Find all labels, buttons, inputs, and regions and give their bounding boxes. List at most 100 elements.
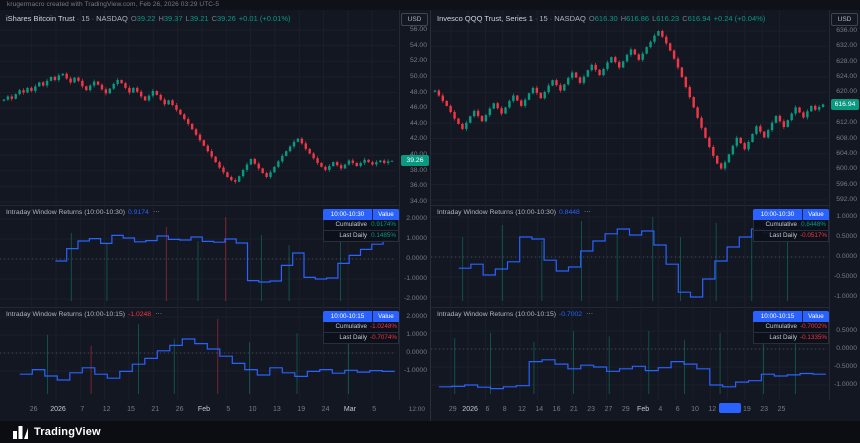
legend-separator: ·	[76, 14, 80, 23]
more-menu-icon[interactable]: ⋯	[152, 209, 160, 216]
axis-tick-label: 1.0000	[836, 213, 857, 220]
time-axis-label: 14	[535, 406, 544, 413]
time-axis-label: Feb	[197, 406, 210, 413]
symbol-title[interactable]: Invesco QQQ Trust, Series 1	[437, 14, 533, 23]
value-header: Value	[803, 209, 829, 220]
time-axis-label: Mar	[343, 406, 356, 413]
indicator-title[interactable]: Intraday Window Returns (10:00-10:30)	[437, 209, 557, 216]
currency-button[interactable]: USD	[401, 13, 428, 26]
axis-tick-label: 604.00	[836, 149, 857, 157]
symbol-legend-left[interactable]: iShares Bitcoin Trust · 15 · NASDAQ O39.22 H39…	[6, 14, 291, 23]
axis-tick-label: 592.00	[836, 196, 857, 203]
axis-tick-label: 0.0000	[406, 349, 427, 356]
indicator-pane-right-top[interactable]: Intraday Window Returns (10:00-10:30) 0.8…	[431, 205, 860, 308]
interval-label[interactable]: 15	[539, 14, 548, 23]
axis-tick-label: 54.00	[409, 41, 427, 49]
indicator-pane-right-bottom[interactable]: Intraday Window Returns (10:00-10:15) -0.…	[431, 307, 860, 401]
axis-tick-label: 636.00	[836, 27, 857, 34]
window-header: 10:00-10:15	[753, 311, 803, 322]
time-axis-label: 7	[80, 406, 85, 413]
interval-label[interactable]: 15	[81, 14, 90, 23]
axis-tick-label: 608.00	[836, 134, 857, 142]
last-price-badge: 616.94	[831, 98, 859, 110]
change-value: +0.01 (+0.01%)	[238, 14, 291, 23]
price-axis-right[interactable]: USD 636.00 632.00 628.00 624.00 620.00 612.00…	[829, 10, 860, 205]
indicator-value: -0.7002	[559, 311, 583, 318]
legend-separator: ·	[91, 14, 95, 23]
axis-tick-label: 48.00	[409, 88, 427, 96]
axis-tick-label: 56.00	[409, 26, 427, 33]
time-axis-label: 15	[127, 406, 135, 413]
table-row: Cumulative 0.8448%	[753, 220, 829, 231]
time-axis-label: 23	[587, 406, 596, 413]
time-corner-label: 12:00	[408, 406, 425, 413]
axis-tick-label: 0.0000	[836, 253, 857, 260]
legend-separator: ·	[549, 14, 553, 23]
data-window-left-bottom: 10:00-10:15 Value Cumulative -1.0248% Last…	[323, 311, 399, 344]
time-axis-label: 2026	[50, 406, 66, 413]
time-axis-label: 5	[226, 406, 231, 413]
ohlc-values: O39.22 H39.37 L39.21 C39.26	[130, 14, 236, 23]
currency-button[interactable]: USD	[831, 13, 858, 26]
axis-tick-label: 1.0000	[406, 235, 427, 242]
time-axis-left[interactable]: 26 2026 7 12 15 21 26 Feb 5 10 13 19 24 Mar 5 12:00	[0, 400, 430, 421]
data-window-right-bottom: 10:00-10:15 Value Cumulative -0.7002% Last…	[753, 311, 829, 344]
candlestick-chart-left[interactable]	[0, 10, 400, 205]
time-axis-label: 29	[621, 406, 630, 413]
more-menu-icon[interactable]: ⋯	[583, 209, 591, 216]
change-value: +0.24 (+0.04%)	[713, 14, 766, 23]
more-menu-icon[interactable]: ⋯	[586, 311, 593, 318]
axis-tick-label: 38.00	[409, 166, 427, 174]
time-axis-label: 16	[552, 406, 561, 413]
indicator-value: 0.9174	[128, 209, 149, 216]
axis-tick-label: 46.00	[409, 104, 427, 112]
tradingview-logo-icon[interactable]	[13, 425, 28, 439]
price-axis-left[interactable]: USD 56.00 54.00 52.00 50.00 48.00 46.00 44.00 4…	[399, 10, 430, 205]
time-axis-label: 21	[151, 406, 160, 413]
indicator-pane-left-bottom[interactable]: Intraday Window Returns (10:00-10:15) -1.…	[0, 307, 430, 401]
axis-tick-label: 612.00	[836, 119, 857, 127]
exchange-label: NASDAQ	[554, 14, 586, 23]
time-axis-label: 12	[708, 406, 717, 413]
indicator-axis[interactable]: 0.5000 0.0000 -0.5000 -1.0000	[829, 307, 860, 400]
indicator-title[interactable]: Intraday Window Returns (10:00-10:30)	[6, 209, 126, 216]
indicator-legend-right-top[interactable]: Intraday Window Returns (10:00-10:30) 0.8…	[437, 208, 591, 216]
table-row: Last Daily -0.1335%	[753, 333, 829, 344]
axis-tick-label: -1.0000	[833, 293, 857, 300]
time-axis-label: 6	[485, 406, 490, 413]
indicator-axis[interactable]: 2.0000 1.0000 0.0000 -1.0000	[399, 307, 430, 400]
time-axis-label: 19	[742, 406, 751, 413]
indicator-title[interactable]: Intraday Window Returns (10:00-10:15)	[437, 311, 557, 318]
tradingview-wordmark[interactable]: TradingView	[34, 426, 101, 438]
time-axis-label: 10	[248, 406, 257, 413]
indicator-axis[interactable]: 2.0000 1.0000 0.0000 -1.0000 -2.0000	[399, 205, 430, 307]
time-axis-label: 12	[518, 406, 526, 413]
axis-tick-label: -1.0000	[403, 275, 427, 282]
time-axis-label: 27	[604, 406, 613, 413]
symbol-legend-right[interactable]: Invesco QQQ Trust, Series 1 · 15 · NASDAQ O61…	[437, 14, 765, 23]
time-axis-right[interactable]: 2920266812141621232729Feb46101217192325	[431, 400, 860, 421]
time-axis-label: 2026	[462, 406, 478, 413]
time-axis-label: 26	[29, 406, 38, 413]
symbol-title[interactable]: iShares Bitcoin Trust	[6, 14, 75, 23]
indicator-legend-left-bottom[interactable]: Intraday Window Returns (10:00-10:15) -1.…	[6, 310, 162, 318]
time-axis-label: 12	[102, 406, 111, 413]
indicator-axis[interactable]: 1.0000 0.5000 0.0000 -0.5000 -1.0000	[829, 205, 860, 307]
indicator-pane-left-top[interactable]: Intraday Window Returns (10:00-10:30) 0.9…	[0, 205, 430, 308]
indicator-legend-right-bottom[interactable]: Intraday Window Returns (10:00-10:15) -0.…	[437, 310, 593, 318]
more-menu-icon[interactable]: ⋯	[155, 311, 162, 318]
right-chart-section: Invesco QQQ Trust, Series 1 · 15 · NASDAQ O61…	[430, 10, 860, 421]
indicator-legend-left-top[interactable]: Intraday Window Returns (10:00-10:30) 0.9…	[6, 208, 160, 216]
price-pane-right[interactable]: Invesco QQQ Trust, Series 1 · 15 · NASDAQ O61…	[431, 10, 860, 206]
axis-tick-label: -0.5000	[833, 363, 857, 370]
price-pane-left[interactable]: iShares Bitcoin Trust · 15 · NASDAQ O39.22 H39…	[0, 10, 430, 206]
time-axis-label: 25	[777, 406, 786, 413]
axis-tick-label: 36.00	[409, 182, 427, 190]
table-row: Cumulative 0.9174%	[323, 220, 399, 231]
indicator-title[interactable]: Intraday Window Returns (10:00-10:15)	[6, 311, 126, 318]
time-axis-label: 24	[321, 406, 330, 413]
axis-tick-label: -2.0000	[403, 295, 427, 302]
time-axis-label: 23	[760, 406, 769, 413]
time-axis-label: 21	[569, 406, 578, 413]
candlestick-chart-right[interactable]	[431, 10, 831, 205]
